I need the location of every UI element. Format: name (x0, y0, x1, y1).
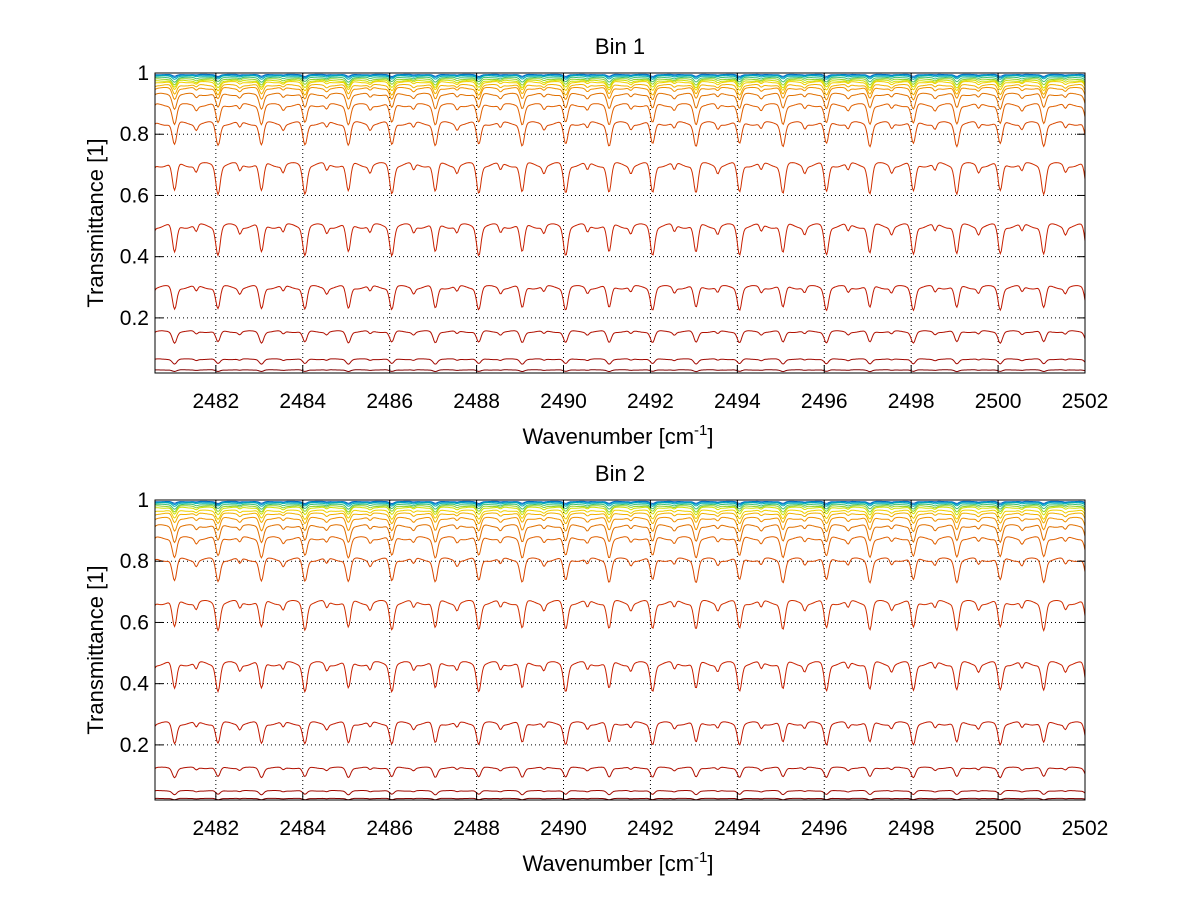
series-line (154, 223, 1086, 258)
x-tick-label: 2496 (801, 390, 848, 413)
y-tick-label: 0.2 (120, 734, 149, 757)
series-line (154, 599, 1086, 632)
series-line (154, 516, 1086, 533)
series-line (154, 501, 1086, 506)
series-line (154, 502, 1086, 507)
y-tick-label: 0.4 (120, 246, 150, 269)
x-tick-label: 2488 (453, 390, 500, 413)
grid (155, 72, 1086, 373)
series-line (154, 536, 1086, 559)
series-line (154, 524, 1086, 544)
y-tick-label: 0.6 (120, 184, 149, 207)
series-line (154, 103, 1086, 126)
series-line (154, 162, 1086, 197)
x-tick-label: 2498 (888, 390, 935, 413)
x-axis-ticks: 2482 2484 2486 2488 2490 2492 2494 2496 2498 2500… (192, 500, 1108, 840)
x-tick-label: 2498 (888, 817, 935, 840)
series-line (154, 285, 1086, 312)
series-line (154, 121, 1086, 148)
x-tick-label: 2494 (714, 390, 761, 413)
series-line (154, 76, 1086, 83)
series-line (154, 506, 1086, 516)
series-line (154, 503, 1086, 510)
x-tick-label: 2484 (279, 390, 326, 413)
series-line (154, 797, 1086, 801)
series-line (154, 79, 1086, 89)
x-axis-ticks: 2482 2484 2486 2488 2490 2492 2494 2496 2498 2500… (192, 73, 1108, 413)
grid (155, 499, 1086, 800)
series-line (154, 330, 1086, 344)
x-tick-label: 2482 (192, 390, 239, 413)
x-tick-label: 2490 (540, 817, 587, 840)
y-tick-label: 1 (137, 489, 149, 512)
y-axis-ticks: 0.2 0.4 0.6 0.8 1 (120, 489, 1085, 757)
y-tick-label: 0.8 (120, 123, 149, 146)
y-tick-label: 0.8 (120, 550, 149, 573)
series-line (154, 721, 1086, 746)
y-axis-label: Transmittance [1] (83, 565, 108, 734)
x-tick-label: 2482 (192, 817, 239, 840)
y-tick-label: 0.2 (120, 307, 149, 330)
x-axis-label: Wavenumber [cm-1] (522, 422, 713, 449)
series-line (154, 505, 1086, 513)
x-tick-label: 2494 (714, 817, 761, 840)
x-tick-label: 2484 (279, 817, 326, 840)
x-tick-label: 2492 (627, 390, 674, 413)
series-line (154, 86, 1086, 101)
series-line (154, 74, 1086, 79)
series-line (154, 358, 1086, 365)
series-line (154, 83, 1086, 96)
x-tick-label: 2486 (366, 817, 413, 840)
series-line (154, 92, 1086, 111)
x-tick-label: 2486 (366, 390, 413, 413)
series-line (154, 512, 1086, 525)
series-group (154, 73, 1086, 373)
x-tick-label: 2500 (975, 390, 1022, 413)
chart-title: Bin 2 (595, 461, 645, 486)
y-tick-label: 0.4 (120, 673, 150, 696)
chart-title: Bin 1 (595, 34, 645, 59)
x-axis-label: Wavenumber [cm-1] (522, 849, 713, 876)
chart-panel-bin-1: Bin 1 2482 2484 2486 2488 2490 2492 2494 2496 24… (83, 34, 1108, 449)
y-tick-label: 0.6 (120, 611, 149, 634)
series-line (154, 766, 1086, 779)
x-tick-label: 2496 (801, 817, 848, 840)
plot-area (154, 499, 1086, 801)
series-line (154, 369, 1086, 373)
y-tick-label: 1 (137, 62, 149, 85)
series-line (154, 78, 1086, 86)
series-line (154, 509, 1086, 520)
x-tick-label: 2488 (453, 817, 500, 840)
y-axis-ticks: 0.2 0.4 0.6 0.8 1 (120, 62, 1085, 330)
x-tick-label: 2500 (975, 817, 1022, 840)
series-line (154, 789, 1086, 796)
x-tick-label: 2502 (1062, 817, 1109, 840)
plot-area (154, 72, 1086, 374)
series-line (154, 80, 1086, 92)
y-axis-label: Transmittance [1] (83, 138, 108, 307)
x-tick-label: 2492 (627, 817, 674, 840)
series-line (154, 557, 1086, 584)
series-line (154, 75, 1086, 80)
x-tick-label: 2490 (540, 390, 587, 413)
series-line (154, 661, 1086, 694)
x-tick-label: 2502 (1062, 390, 1109, 413)
chart-panel-bin-2: Bin 2 2482 2484 2486 2488 2490 2492 2494 2496 24… (83, 461, 1108, 876)
series-group (154, 500, 1086, 801)
